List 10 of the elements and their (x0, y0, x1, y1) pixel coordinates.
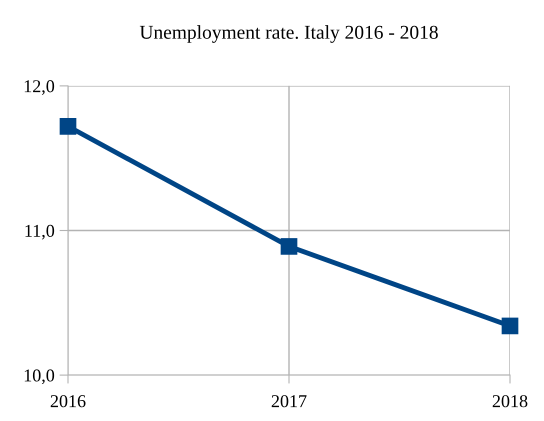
x-tick-label: 2018 (492, 395, 528, 408)
point (60, 118, 76, 135)
x-tick-label: 2016 (50, 395, 86, 408)
point (502, 318, 518, 334)
x-tick-label: 2017 (272, 395, 307, 408)
y-tick-label: 10,0 (24, 369, 54, 384)
y-tick-label: 12,0 (24, 80, 54, 95)
point (280, 238, 298, 255)
chart-title: Unemployment rate. Italy 2016 - 2018 (140, 25, 438, 43)
y-tick-label: 11,0 (25, 224, 54, 240)
